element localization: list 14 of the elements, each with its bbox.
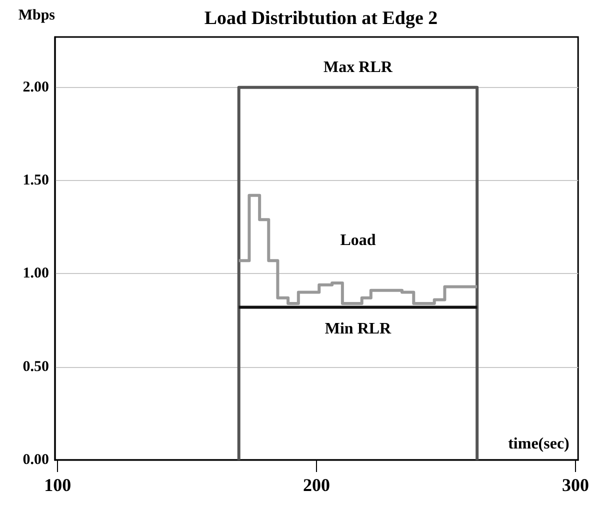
chart-title: Load Distribtution at Edge 2 (204, 8, 438, 29)
y-tick-label: 1.50 (22, 172, 49, 188)
x-axis-title: time(sec) (508, 436, 570, 452)
y-tick-label: 1.00 (22, 266, 49, 282)
x-tick-label: 100 (44, 475, 72, 495)
series-label: Max RLR (324, 58, 393, 76)
y-tick-label: 0.50 (22, 358, 49, 375)
y-tick-label: 2.00 (22, 79, 49, 96)
x-tick-label: 200 (303, 475, 330, 495)
y-axis-title: Mbps (18, 8, 56, 24)
y-tick-label: 0.00 (22, 452, 49, 468)
series-label: Min RLR (324, 320, 392, 338)
x-tick-label: 300 (562, 475, 589, 495)
text: Load (340, 232, 376, 250)
